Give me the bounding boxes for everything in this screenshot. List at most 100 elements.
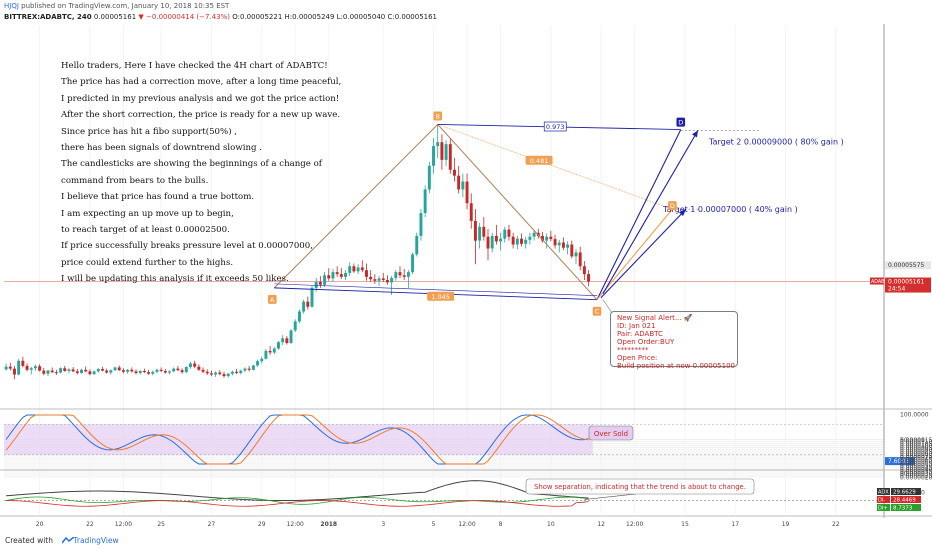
adx-value-tag [891,488,921,495]
candle-body [201,369,205,372]
time-tick-label: 27 [208,521,216,528]
price-tag-label: 0.00005575 [888,262,924,269]
analysis-line: price could extend further to the highs. [61,257,234,268]
candle-body [8,366,12,369]
candle-body [151,371,155,374]
candle-body [113,367,117,371]
candle-body [277,342,280,349]
price-tick-label: 0.00000200 [900,474,932,481]
candle-body [247,368,251,370]
candle-body [256,361,259,366]
trading-chart[interactable]: Target 2 0.00009000 ( 80% gain ) Target 1… [0,24,932,536]
pattern-cd-line [596,129,682,300]
alert-order: Open Order:BUY [617,338,675,346]
candle-body [46,370,50,374]
candle-body [59,368,63,373]
time-tick-label: 12:00 [626,521,643,528]
candle-body [101,369,104,371]
candle-body [561,242,565,248]
price-tag-label: 24:54 [888,286,905,293]
time-tick-label: 12:00 [287,521,304,528]
candle-body [406,272,410,277]
arrow-head-icon [679,209,686,217]
price-change: −0.00000414 (−7.43%) [146,13,230,21]
adx-name-tag [877,488,890,495]
time-tick-label: 25 [157,521,165,528]
candle-body [235,371,239,373]
candle-body [440,142,444,160]
time-tick-label: 3 [381,521,385,528]
alert-pointer [602,299,613,314]
point-d-badge [676,117,686,127]
candle-body [465,181,469,204]
candle-body [339,274,343,277]
candle-body [553,239,557,246]
candle-body [281,338,285,343]
candle-body [520,238,523,244]
tradingview-brand[interactable]: TradingView [73,536,119,545]
point-d-alt-badge-label: D [670,202,675,210]
candle-body [54,372,58,374]
target1-arrow [600,208,687,299]
candle-body [96,369,100,372]
time-tick-label: 22 [86,521,94,528]
chart-pane-borders [0,24,932,518]
publisher-name[interactable]: HJQJ [4,2,19,10]
candle-body [117,367,121,371]
candle-body [42,370,46,374]
point-d-alt-badge [668,201,677,211]
symbol-tag-label: ADABTC [871,279,891,285]
candle-body [38,366,42,371]
target1-label: Target 1 0.00007000 ( 40% gain ) [662,205,798,214]
candle-body [314,281,318,288]
candle-body [80,369,83,373]
candle-body [318,281,322,285]
candle-body [427,165,431,190]
candle-body [348,266,352,273]
drawings: Target 2 0.00009000 ( 80% gain ) Target 1… [267,111,844,316]
candle-body [75,371,79,373]
candle-body [168,371,171,373]
ratio-ac-badge-label: 1.045 [431,293,450,301]
candle-body [574,252,578,257]
stoch-value-tag [885,457,915,466]
alert-pair: Pair: ADABTC [617,330,663,338]
candle-body [365,270,368,277]
candle-body [21,360,25,366]
candle-body [147,372,151,374]
stochastic-band [4,424,593,455]
time-tick-label: 10 [547,521,555,528]
candle-body [71,369,75,372]
separation-pointer [584,493,637,500]
stoch-value-tag-label: 7.6003 [888,458,909,465]
candle-body [461,181,465,190]
candle-body [323,275,327,285]
candle-body [226,373,230,377]
candle-body [138,370,142,373]
analysis-line: there has been signals of downtrend slow… [61,143,262,154]
candle-body [4,366,8,370]
candle-body [268,350,272,353]
adx-name-tag-label: ADX [878,490,889,496]
candle-body [50,370,54,373]
candles [4,124,591,380]
point-b-badge-label: B [435,112,439,120]
symbol-label: BITTREX:ADABTC, 240 [4,13,92,21]
candle-body [549,236,553,240]
candle-body [331,272,335,279]
candle-body [541,235,544,241]
candle-body [448,144,452,170]
tradingview-logo-icon [62,537,75,544]
candle-body [570,244,574,257]
candle-body [184,367,188,373]
candle-body [344,272,347,277]
candle-body [423,189,427,214]
price-tag-label: 0.00005161 [888,279,924,286]
